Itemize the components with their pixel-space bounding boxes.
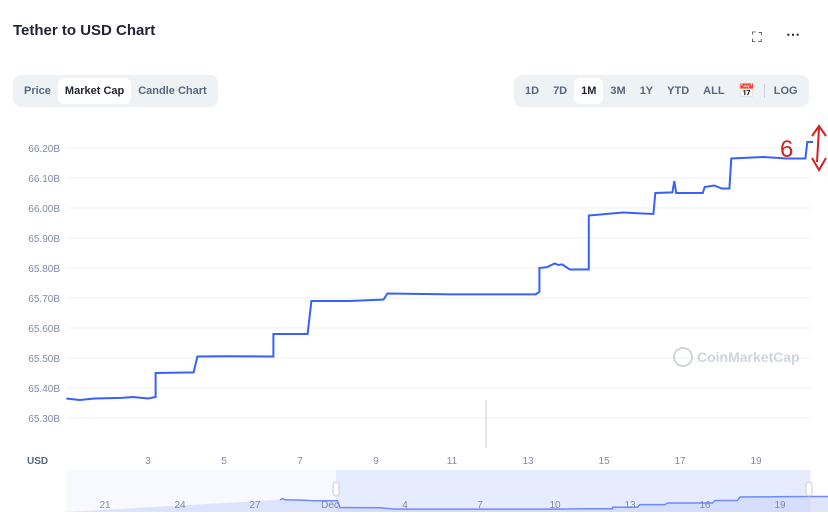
tab-candle-chart[interactable]: Candle Chart bbox=[138, 85, 207, 97]
navigator-tick-label: 21 bbox=[99, 500, 111, 511]
coinmarketcap-logo-icon bbox=[673, 347, 693, 367]
range-ytd[interactable]: YTD bbox=[667, 85, 690, 97]
navigator-tick-label: 7 bbox=[477, 500, 483, 511]
navigator-tick-label: Dec bbox=[321, 500, 339, 511]
watermark: CoinMarketCap bbox=[673, 347, 800, 367]
watermark-text: CoinMarketCap bbox=[697, 349, 800, 365]
calendar-icon[interactable]: 📅 bbox=[738, 83, 755, 98]
annotation: 6 bbox=[780, 124, 827, 172]
x-tick-label: 15 bbox=[598, 456, 610, 467]
navigator-tick-label: 16 bbox=[699, 500, 711, 511]
navigator-tick-label: 24 bbox=[174, 500, 186, 511]
y-tick-label: 65.30B bbox=[28, 414, 60, 425]
navigator[interactable]: 21 24 27 Dec 4 7 10 13 16 19 bbox=[66, 470, 828, 512]
range-1y[interactable]: 1Y bbox=[639, 85, 654, 97]
log-toggle[interactable]: LOG bbox=[773, 85, 798, 97]
range-1d[interactable]: 1D bbox=[525, 85, 540, 97]
range-7d[interactable]: 7D bbox=[553, 85, 568, 97]
x-tick-label: 7 bbox=[297, 456, 303, 467]
x-tick-label: 5 bbox=[221, 456, 227, 467]
y-tick-label: 65.50B bbox=[28, 354, 60, 365]
tab-market-cap[interactable]: Market Cap bbox=[57, 78, 132, 104]
y-tick-label: 65.80B bbox=[28, 264, 60, 275]
navigator-tick-label: 13 bbox=[624, 500, 636, 511]
chart-type-tabs: Price Market Cap Candle Chart bbox=[13, 75, 218, 107]
y-tick-label: 66.00B bbox=[28, 204, 60, 215]
range-all[interactable]: ALL bbox=[703, 85, 725, 97]
navigator-tick-label: 10 bbox=[549, 500, 561, 511]
y-tick-label: 65.90B bbox=[28, 234, 60, 245]
more-dots-icon[interactable]: ⋯ bbox=[786, 26, 800, 42]
navigator-line bbox=[279, 495, 828, 510]
range-1m[interactable]: 1M bbox=[574, 78, 604, 104]
x-tick-label: 17 bbox=[674, 456, 686, 467]
navigator-tick-label: 4 bbox=[402, 500, 408, 511]
navigator-area bbox=[66, 496, 828, 512]
y-tick-label: 66.20B bbox=[28, 144, 60, 155]
divider bbox=[763, 84, 765, 98]
fullscreen-icon[interactable]: ⛶ bbox=[752, 29, 762, 45]
y-tick-label: 65.40B bbox=[28, 384, 60, 395]
tab-price[interactable]: Price bbox=[24, 85, 51, 97]
y-tick-label: 65.60B bbox=[28, 324, 60, 335]
x-tick-label: 3 bbox=[145, 456, 151, 467]
x-tick-label: 13 bbox=[522, 456, 534, 467]
x-tick-label: 19 bbox=[750, 456, 762, 467]
series-line bbox=[66, 141, 813, 402]
x-tick-label: 9 bbox=[373, 456, 379, 467]
navigator-right-handle[interactable] bbox=[805, 481, 813, 497]
annotation-text: 6 bbox=[780, 136, 793, 163]
page-title: Tether to USD Chart bbox=[13, 22, 156, 39]
navigator-left-handle[interactable] bbox=[332, 481, 340, 497]
y-tick-label: 65.70B bbox=[28, 294, 60, 305]
range-tabs: 1D 7D 1M 3M 1Y YTD ALL 📅 LOG bbox=[514, 75, 809, 107]
navigator-tick-label: 19 bbox=[774, 500, 786, 511]
y-tick-label: 66.10B bbox=[28, 174, 60, 185]
range-3m[interactable]: 3M bbox=[610, 85, 626, 97]
currency-label: USD bbox=[27, 456, 48, 467]
double-arrow-icon bbox=[811, 124, 827, 172]
x-tick-label: 11 bbox=[447, 456, 458, 467]
navigator-tick-label: 27 bbox=[249, 500, 261, 511]
